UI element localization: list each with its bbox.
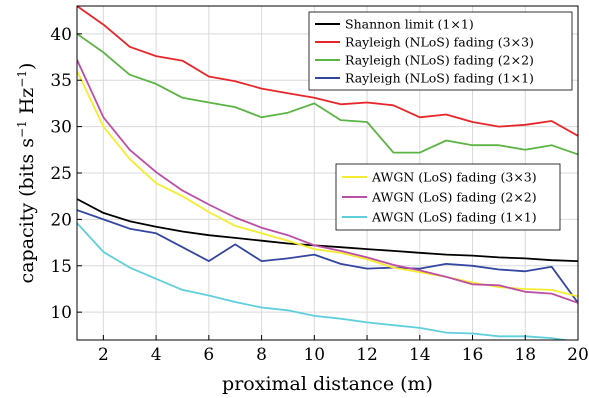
x-tick-label: 18 — [514, 345, 536, 365]
y-axis-label-mid: Hz — [16, 88, 38, 121]
legend-label: Rayleigh (NLoS) fading (1×1) — [345, 71, 534, 86]
legend-box — [335, 163, 561, 231]
y-tick-label: 20 — [50, 210, 72, 230]
y-axis-label-main: capacity (bits s — [16, 138, 38, 283]
series-line-4 — [77, 209, 578, 304]
series-line-6 — [77, 59, 578, 304]
legend-label: AWGN (LoS) fading (2×2) — [371, 190, 537, 205]
legend-label: Shannon limit (1×1) — [345, 17, 474, 32]
y-tick-label: 15 — [50, 257, 72, 277]
y-axis-label: capacity (bits s−1 Hz−1) — [15, 63, 38, 284]
x-tick-label: 16 — [462, 345, 484, 365]
series-lines — [77, 6, 578, 340]
x-axis-label: proximal distance (m) — [222, 373, 433, 395]
x-tick-label: 12 — [356, 345, 378, 365]
legend-label: AWGN (LoS) fading (1×1) — [371, 210, 537, 225]
x-tick-label: 2 — [98, 345, 109, 365]
legend-label: Rayleigh (NLoS) fading (2×2) — [345, 53, 534, 68]
y-axis-ticks: 10 15 20 25 30 35 40 — [50, 25, 82, 323]
series-line-5 — [77, 70, 578, 298]
x-tick-label: 4 — [151, 345, 162, 365]
legend-label: AWGN (LoS) fading (3×3) — [371, 170, 537, 185]
series-line-3 — [77, 33, 578, 156]
x-tick-label: 6 — [203, 345, 214, 365]
x-tick-label: 8 — [256, 345, 267, 365]
series-line-1 — [77, 198, 578, 262]
series-line-7 — [77, 222, 572, 340]
x-tick-label: 20 — [567, 345, 589, 365]
series-line-2 — [77, 6, 578, 137]
x-axis-ticks: 2 4 6 8 10 12 14 16 18 20 — [98, 335, 589, 365]
legend-label: Rayleigh (NLoS) fading (3×3) — [345, 35, 534, 50]
legend-top-right: Shannon limit (1×1) Rayleigh (NLoS) fadin… — [308, 11, 573, 91]
y-axis-label-sup2: −1 — [15, 70, 29, 88]
legend-box — [308, 11, 573, 91]
y-tick-label: 35 — [50, 71, 72, 91]
y-axis-label-end: ) — [16, 63, 38, 70]
x-tick-label: 10 — [303, 345, 325, 365]
y-tick-label: 30 — [50, 118, 72, 138]
x-tick-label: 14 — [409, 345, 431, 365]
y-axis-label-sup1: −1 — [15, 120, 29, 138]
legend-center-right: AWGN (LoS) fading (3×3) AWGN (LoS) fading… — [335, 163, 561, 231]
y-tick-label: 10 — [50, 303, 72, 323]
y-tick-label: 25 — [50, 164, 72, 184]
y-tick-label: 40 — [50, 25, 72, 45]
